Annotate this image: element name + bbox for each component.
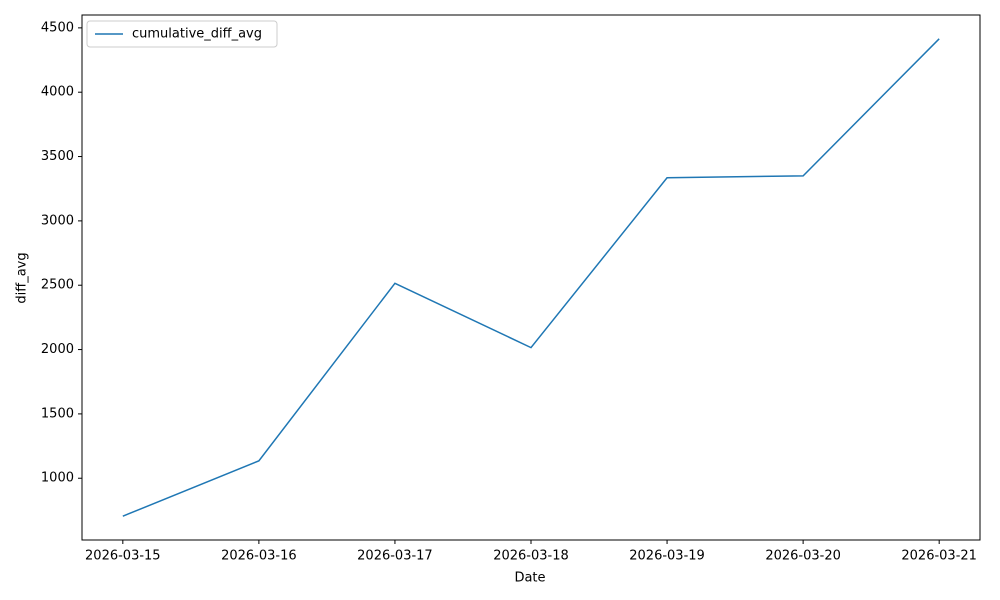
x-tick-label: 2026-03-19 — [629, 549, 705, 564]
x-tick-label: 2026-03-20 — [765, 549, 841, 564]
y-axis-label: diff_avg — [15, 252, 30, 303]
legend: cumulative_diff_avg — [86, 20, 278, 48]
line-series — [122, 38, 940, 517]
legend-box — [86, 20, 278, 48]
x-axis-label: Date — [514, 571, 545, 586]
x-tick-label: 2026-03-18 — [493, 549, 569, 564]
y-tick-label: 1000 — [41, 471, 74, 486]
legend-label: cumulative_diff_avg — [132, 27, 262, 42]
x-tick-label: 2026-03-21 — [901, 549, 977, 564]
y-tick-label: 2500 — [41, 278, 74, 293]
y-tick-label: 1500 — [41, 406, 74, 421]
y-tick-label: 3000 — [41, 213, 74, 228]
y-tick-label: 4500 — [41, 20, 74, 35]
y-tick-label: 4000 — [41, 85, 74, 100]
x-tick-label: 2026-03-17 — [357, 549, 433, 564]
y-tick-label: 3500 — [41, 149, 74, 164]
x-tick-label: 2026-03-16 — [221, 549, 297, 564]
y-tick-label: 2000 — [41, 342, 74, 357]
x-tick-label: 2026-03-15 — [85, 549, 161, 564]
plot-frame — [81, 14, 981, 541]
